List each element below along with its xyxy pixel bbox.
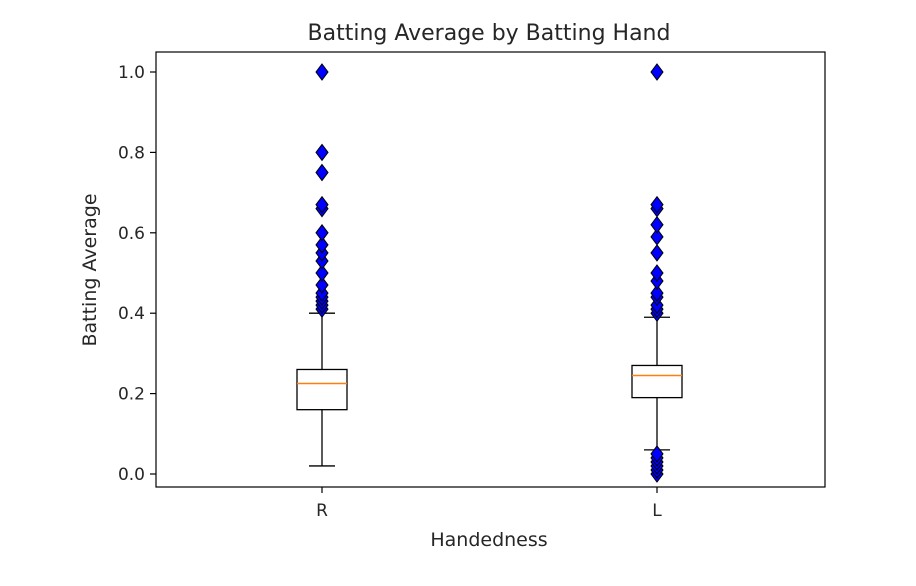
outlier-r bbox=[315, 195, 329, 214]
y-tick-label: 0.0 bbox=[118, 465, 145, 485]
box-r bbox=[296, 368, 348, 411]
outlier-r bbox=[315, 163, 329, 182]
outlier-l bbox=[650, 244, 664, 262]
outlier-l bbox=[650, 264, 664, 282]
y-tick-label: 0.8 bbox=[118, 143, 145, 163]
outlier-l bbox=[650, 445, 664, 463]
y-axis-label: Batting Average bbox=[79, 193, 101, 346]
outlier-r bbox=[315, 264, 329, 282]
x-tick-label: R bbox=[316, 501, 328, 521]
axes-frame bbox=[155, 51, 826, 488]
y-tick-label: 0.6 bbox=[118, 224, 145, 244]
y-tick-label: 0.4 bbox=[118, 304, 145, 324]
plot-area: 0.0 0.2 0.4 0.6 0.8 1.0 R L bbox=[118, 51, 826, 521]
outlier-l bbox=[650, 215, 664, 234]
x-tick-label: L bbox=[652, 501, 662, 521]
outlier-r bbox=[315, 276, 329, 294]
y-tick-label: 1.0 bbox=[118, 63, 145, 83]
chart-title: Batting Average by Batting Hand bbox=[308, 21, 671, 46]
y-tick-label: 0.2 bbox=[118, 385, 145, 405]
outlier-r bbox=[315, 236, 329, 254]
outlier-r bbox=[315, 63, 329, 81]
outlier-l bbox=[650, 227, 664, 246]
x-axis-label: Handedness bbox=[430, 529, 547, 551]
outlier-r bbox=[315, 223, 329, 242]
outlier-l bbox=[650, 195, 664, 214]
outlier-l bbox=[650, 284, 664, 302]
outlier-l bbox=[650, 63, 664, 81]
outlier-r bbox=[315, 143, 329, 162]
box-l bbox=[631, 364, 683, 399]
